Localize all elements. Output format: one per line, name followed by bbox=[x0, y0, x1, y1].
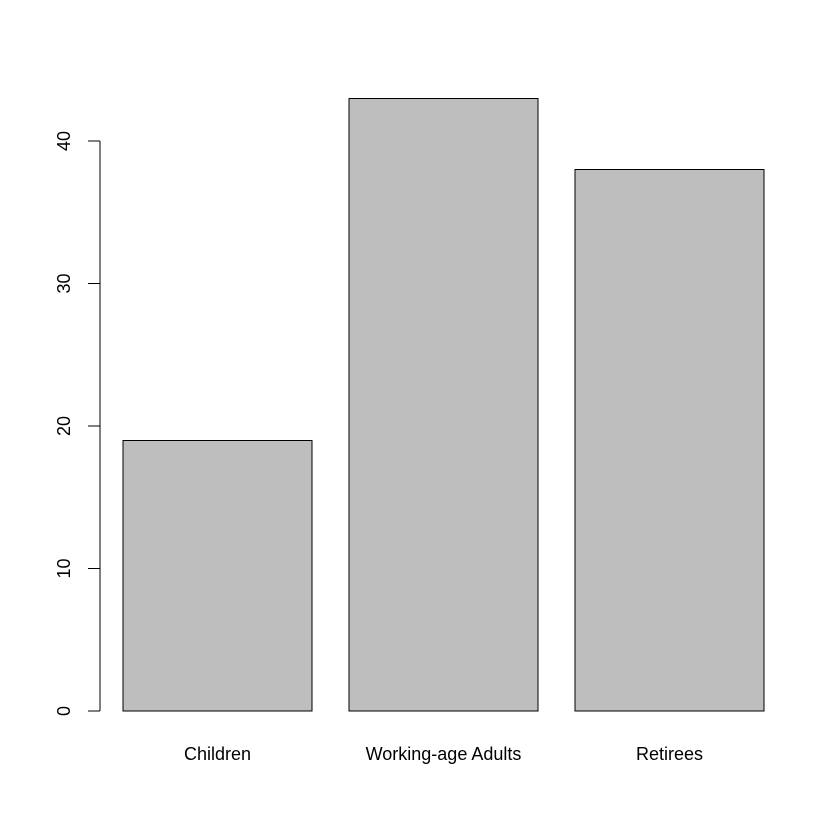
x-label-working-age-adults: Working-age Adults bbox=[366, 744, 522, 764]
bar-children bbox=[122, 439, 313, 712]
y-tick-label-0: 0 bbox=[54, 706, 74, 716]
x-label-children: Children bbox=[184, 744, 251, 764]
y-tick-label-20: 20 bbox=[54, 416, 74, 436]
bars-layer bbox=[122, 97, 765, 712]
x-label-retirees: Retirees bbox=[636, 744, 703, 764]
y-tick-label-30: 30 bbox=[54, 273, 74, 293]
y-axis: 0 10 20 30 40 bbox=[54, 131, 101, 716]
bar-working-age-adults bbox=[348, 97, 539, 712]
y-tick-label-10: 10 bbox=[54, 558, 74, 578]
x-axis-labels: Children Working-age Adults Retirees bbox=[184, 744, 703, 764]
bar-retirees bbox=[574, 169, 765, 712]
y-tick-label-40: 40 bbox=[54, 131, 74, 151]
